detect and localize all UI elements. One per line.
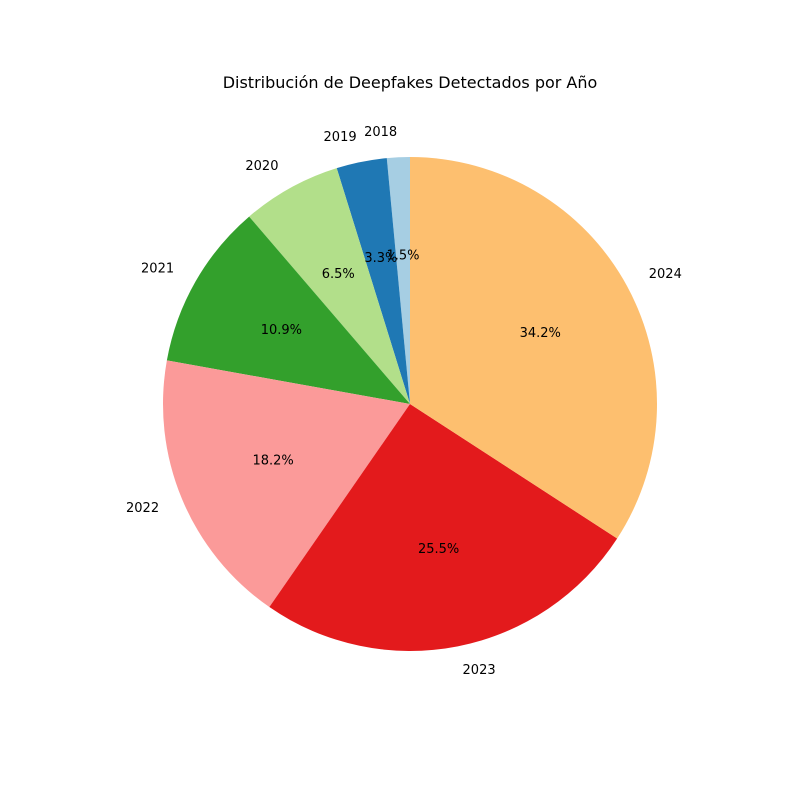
percentage-label-2023: 25.5%	[418, 542, 459, 557]
pie-slice-2018	[386, 157, 410, 404]
percentage-label-2024: 34.2%	[520, 326, 561, 341]
pie-slice-2021	[166, 216, 410, 404]
category-label-2020: 2020	[245, 159, 278, 174]
percentage-labels: 1.5%3.3% 6.5% 10.9% 18.2% 25.5% 34.2%	[252, 248, 560, 556]
pie-slice-2020	[249, 168, 410, 404]
pie-slice-2022	[163, 360, 410, 608]
category-label-2019: 2019	[324, 130, 357, 145]
percentage-label-2022: 18.2%	[252, 453, 293, 468]
category-label-2022: 2022	[126, 501, 159, 516]
category-label-2021: 2021	[141, 262, 174, 277]
category-label-2024: 2024	[649, 267, 682, 282]
percentage-label-2019: 3.3%	[364, 251, 397, 266]
chart-title: Distribución de Deepfakes Detectados por…	[223, 73, 598, 92]
percentage-label-2021: 10.9%	[261, 323, 302, 338]
pie-slice-2023	[269, 404, 618, 651]
category-labels: 2018 2019 2020 2021 2022 2023 2024	[126, 125, 682, 678]
percentage-label-2020: 6.5%	[322, 267, 355, 282]
percentage-label-2018: 1.5%	[387, 248, 420, 263]
category-label-2018: 2018	[364, 125, 397, 140]
category-label-2023: 2023	[463, 663, 496, 678]
pie-slices	[163, 157, 658, 651]
pie-slice-2024	[410, 157, 658, 539]
pie-slice-2019	[336, 158, 410, 404]
